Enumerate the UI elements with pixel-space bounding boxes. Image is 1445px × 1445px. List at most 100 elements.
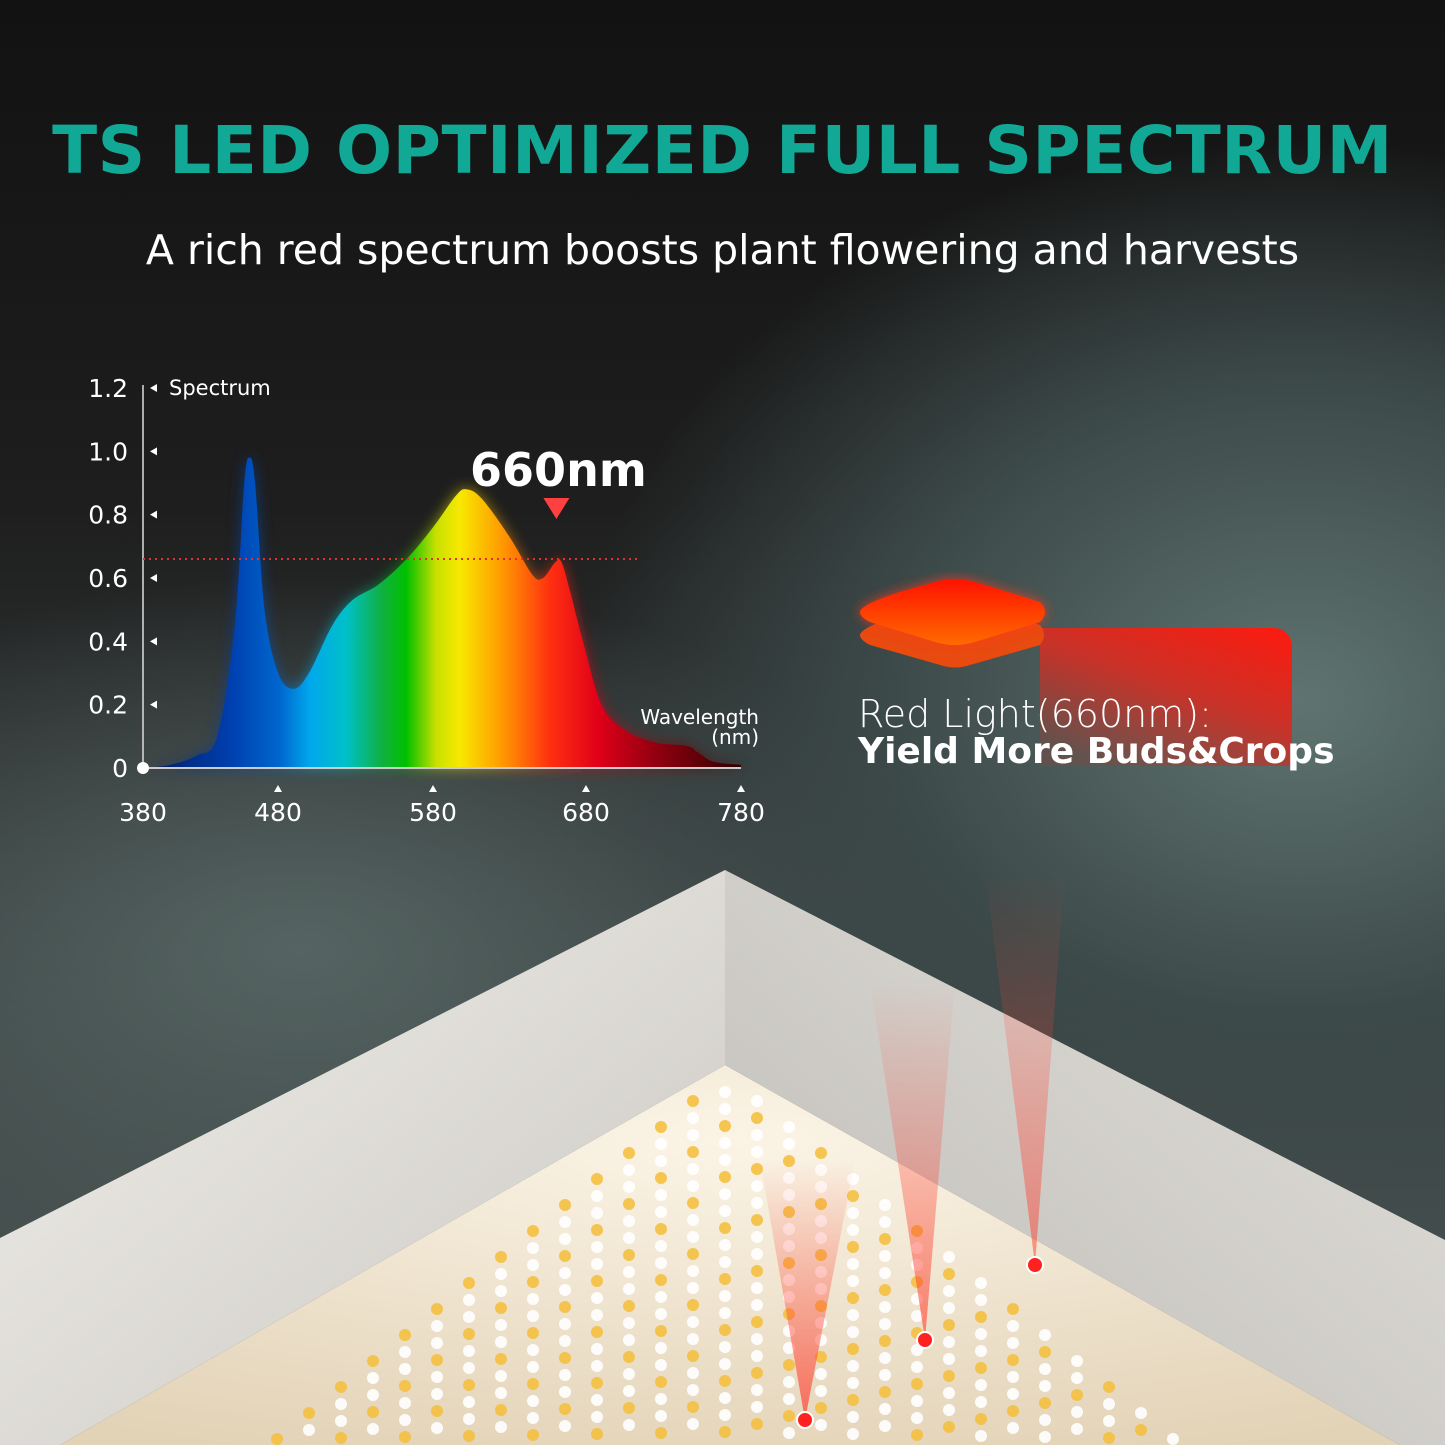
led-diode [879,1250,891,1262]
led-diode [975,1379,987,1391]
led-diode [1007,1303,1019,1315]
led-diode [399,1414,411,1426]
led-diode [751,1146,763,1158]
led-diode [591,1309,603,1321]
led-diode [751,1418,763,1430]
led-diode [367,1406,379,1418]
y-tick-label: 1.0 [88,437,128,466]
x-tick-label: 780 [717,798,765,827]
led-diode [975,1345,987,1357]
led-diode [879,1335,891,1347]
peak-marker-triangle [543,498,570,519]
led-diode [751,1214,763,1226]
led-diode [975,1311,987,1323]
led-diode [399,1397,411,1409]
led-diode [943,1353,955,1365]
led-diode [719,1239,731,1251]
led-diode [719,1103,731,1115]
led-diode [719,1188,731,1200]
led-diode [975,1413,987,1425]
led-diode [911,1378,923,1390]
led-diode [399,1380,411,1392]
led-diode [463,1345,475,1357]
led-diode [847,1207,859,1219]
led-diode [495,1319,507,1331]
led-diode [559,1284,571,1296]
led-diode [527,1276,539,1288]
led-diode [623,1266,635,1278]
y-tick-label: 0.6 [88,564,128,593]
led-diode [719,1256,731,1268]
led-diode [943,1251,955,1263]
led-diode [495,1421,507,1433]
led-diode [847,1360,859,1372]
led-diode [655,1427,667,1439]
led-diode [559,1335,571,1347]
led-diode [1007,1354,1019,1366]
led-diode [687,1163,699,1175]
led-diode [687,1248,699,1260]
led-diode [911,1310,923,1322]
led-diode [495,1387,507,1399]
led-diode [655,1325,667,1337]
led-diode [495,1302,507,1314]
led-diode [655,1342,667,1354]
led-diode [559,1369,571,1381]
led-diode [943,1285,955,1297]
led-diode [687,1333,699,1345]
led-diode [527,1225,539,1237]
led-diode [847,1190,859,1202]
led-diode [847,1394,859,1406]
led-diode [431,1303,443,1315]
led-diode [335,1381,347,1393]
led-diode [495,1251,507,1263]
led-diode [783,1376,795,1388]
led-diode [943,1370,955,1382]
led-diode [687,1112,699,1124]
led-diode [527,1259,539,1271]
led-diode [303,1407,315,1419]
led-diode [1103,1432,1115,1444]
led-diode [623,1232,635,1244]
led-diode [623,1283,635,1295]
led-diode [623,1368,635,1380]
peak-annotation: 660nm [470,443,647,497]
red-beam [760,1160,855,1420]
x-tick-marker [582,785,590,792]
led-board [60,1065,1400,1445]
callout-benefit: Yield More Buds&Crops [858,731,1335,772]
led-diode [623,1334,635,1346]
led-diode [1135,1407,1147,1419]
led-diode [559,1233,571,1245]
led-diode [687,1146,699,1158]
led-diode [367,1355,379,1367]
led-diode [687,1401,699,1413]
led-diode [591,1241,603,1253]
led-diode [367,1372,379,1384]
red-led [916,1331,934,1349]
x-tick-marker [274,785,282,792]
led-diode [399,1346,411,1358]
led-diode [783,1342,795,1354]
led-diode [879,1233,891,1245]
origin-dot [137,762,149,774]
led-diode [655,1206,667,1218]
y-tick-marker [150,447,157,456]
led-diode [1039,1329,1051,1341]
callout-heading: Red Light(660nm): [858,692,1212,736]
led-diode [815,1351,827,1363]
y-tick-label: 1.2 [88,374,128,403]
callout-accent-bar [1040,628,1292,766]
led-diode [495,1285,507,1297]
led-diode [1135,1424,1147,1436]
led-diode [879,1369,891,1381]
led-diode [559,1199,571,1211]
led-diode [431,1422,443,1434]
led-diode [399,1329,411,1341]
led-diode [623,1215,635,1227]
led-diode [719,1290,731,1302]
led-diode [783,1121,795,1133]
led-diode [815,1147,827,1159]
led-diode [527,1242,539,1254]
